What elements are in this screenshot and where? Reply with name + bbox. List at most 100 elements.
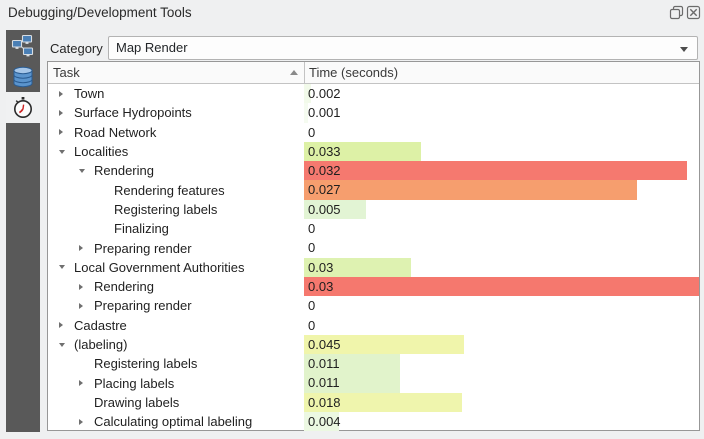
- task-label: Road Network: [74, 124, 157, 140]
- tab-database[interactable]: [6, 61, 40, 92]
- float-icon: [669, 5, 684, 20]
- task-cell: Rendering: [48, 277, 304, 296]
- time-cell: 0.032: [304, 161, 699, 181]
- time-cell: 0: [304, 123, 699, 142]
- table-row[interactable]: Drawing labels 0.018: [48, 392, 699, 413]
- table-row[interactable]: Calculating optimal labeling 0.004: [48, 412, 699, 432]
- time-heat-bar: [304, 334, 464, 355]
- table-row[interactable]: (labeling) 0.045: [48, 334, 699, 355]
- task-label: Surface Hydropoints: [74, 105, 192, 121]
- expand-icon[interactable]: [79, 418, 83, 425]
- time-value: 0.002: [308, 86, 341, 101]
- table-row[interactable]: Rendering 0.032: [48, 161, 699, 181]
- time-value: 0.001: [308, 105, 341, 121]
- task-label: Registering labels: [94, 356, 198, 372]
- time-heat-bar: [304, 84, 312, 104]
- table-row[interactable]: Road Network 0: [48, 123, 699, 142]
- table-row[interactable]: Local Government Authorities 0.03: [48, 257, 699, 277]
- panel-title: Debugging/Development Tools: [8, 5, 192, 20]
- sort-ascending-icon: [290, 70, 298, 75]
- collapse-icon[interactable]: [59, 342, 65, 347]
- arrow-box: [78, 418, 94, 425]
- table-row[interactable]: Rendering 0.03: [48, 276, 699, 297]
- table-row[interactable]: Town 0.002: [48, 84, 699, 104]
- arrow-box: [58, 109, 74, 116]
- tool-tabstrip: [6, 30, 40, 432]
- arrow-box: [58, 129, 74, 136]
- task-cell: Rendering features: [48, 180, 304, 199]
- task-cell: Finalizing: [48, 219, 304, 238]
- collapse-icon[interactable]: [79, 168, 85, 173]
- table-row[interactable]: Preparing render 0: [48, 238, 699, 257]
- stopwatch-icon: [14, 96, 32, 118]
- task-cell: Rendering: [48, 161, 304, 180]
- expand-icon[interactable]: [79, 380, 83, 387]
- time-cell: 0.001: [304, 103, 699, 123]
- time-cell: 0: [304, 219, 699, 238]
- task-cell: Drawing labels: [48, 393, 304, 412]
- table-row[interactable]: Registering labels 0.011: [48, 354, 699, 374]
- task-cell: Registering labels: [48, 354, 304, 373]
- tab-query-logger[interactable]: [6, 30, 40, 61]
- table-row[interactable]: Rendering features 0.027: [48, 180, 699, 200]
- chevron-down-icon: [680, 47, 688, 52]
- time-heat-bar: [304, 392, 462, 413]
- task-label: Rendering features: [114, 182, 225, 198]
- task-cell: Preparing render: [48, 296, 304, 315]
- expand-icon[interactable]: [79, 283, 83, 290]
- task-label: (labeling): [74, 337, 128, 352]
- task-label: Calculating optimal labeling: [94, 414, 253, 430]
- time-value: 0: [308, 317, 316, 333]
- time-cell: 0.045: [304, 334, 699, 355]
- category-select[interactable]: Map Render: [108, 36, 698, 60]
- expand-icon[interactable]: [59, 90, 63, 97]
- close-icon: [686, 5, 701, 20]
- profiler-tree: Task Time (seconds) Town 0.002 Surface Hyd…: [47, 61, 700, 432]
- time-heat-bar: [304, 161, 688, 181]
- tree-header: Task Time (seconds): [48, 62, 699, 84]
- float-panel-button[interactable]: [669, 5, 684, 20]
- task-label: Town: [74, 86, 105, 102]
- table-row[interactable]: Registering labels 0.005: [48, 199, 699, 220]
- table-row[interactable]: Placing labels 0.011: [48, 373, 699, 393]
- database-icon: [13, 66, 33, 87]
- time-heat-bar: [304, 412, 340, 432]
- expand-icon[interactable]: [79, 245, 83, 252]
- table-row[interactable]: Cadastre 0: [48, 316, 699, 335]
- expand-icon[interactable]: [59, 109, 63, 116]
- close-panel-button[interactable]: [686, 5, 701, 20]
- collapse-icon[interactable]: [59, 149, 65, 154]
- expand-icon[interactable]: [79, 302, 83, 309]
- time-heat-bar: [304, 373, 401, 393]
- tab-profiler[interactable]: [6, 92, 40, 123]
- time-value: 0: [308, 221, 316, 237]
- time-column-label: Time (seconds): [309, 65, 399, 80]
- task-cell: Placing labels: [48, 373, 304, 392]
- network-icon: [11, 34, 34, 56]
- task-label: Drawing labels: [94, 394, 180, 410]
- expand-icon[interactable]: [59, 129, 63, 136]
- table-row[interactable]: Preparing render 0: [48, 296, 699, 315]
- time-value: 0: [308, 124, 316, 140]
- time-cell: 0.002: [304, 84, 699, 104]
- column-header-time[interactable]: Time (seconds): [304, 62, 699, 83]
- column-header-task[interactable]: Task: [48, 62, 304, 83]
- task-label: Cadastre: [74, 317, 127, 333]
- category-label: Category: [50, 41, 103, 56]
- arrow-box: [58, 342, 74, 347]
- time-value: 0.032: [308, 163, 341, 179]
- expand-icon[interactable]: [59, 322, 63, 329]
- table-row[interactable]: Surface Hydropoints 0.001: [48, 103, 699, 123]
- table-row[interactable]: Localities 0.033: [48, 141, 699, 162]
- arrow-box: [58, 265, 74, 270]
- time-value: 0.027: [308, 182, 341, 198]
- task-label: Rendering: [94, 163, 154, 179]
- time-heat-bar: [304, 276, 699, 297]
- task-cell: Preparing render: [48, 238, 304, 257]
- table-row[interactable]: Finalizing 0: [48, 219, 699, 238]
- time-value: 0.045: [308, 336, 341, 352]
- task-label: Rendering: [94, 279, 154, 295]
- collapse-icon[interactable]: [59, 265, 65, 270]
- panel-titlebar[interactable]: Debugging/Development Tools: [0, 0, 704, 28]
